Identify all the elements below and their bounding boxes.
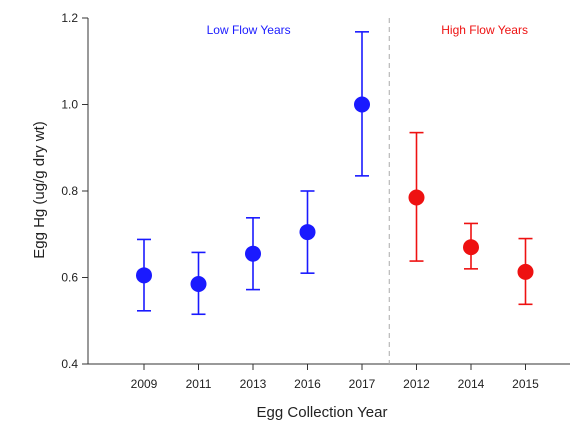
y-tick-label: 0.6 bbox=[61, 271, 78, 285]
group-label-high-flow: High Flow Years bbox=[441, 23, 528, 37]
y-tick-label: 1.0 bbox=[61, 98, 78, 112]
data-point-2014 bbox=[463, 239, 479, 256]
data-layer: Low Flow Years High Flow Years bbox=[136, 23, 534, 316]
data-point-2011 bbox=[190, 275, 207, 292]
data-point-2012 bbox=[408, 189, 425, 206]
data-point-2016 bbox=[299, 224, 316, 241]
y-tick-label: 0.4 bbox=[61, 357, 78, 371]
x-tick-label: 2009 bbox=[131, 377, 158, 391]
x-tick-label: 2014 bbox=[458, 377, 485, 391]
data-point-2013 bbox=[245, 245, 261, 262]
data-point-2017 bbox=[354, 96, 370, 113]
x-axis-title: Egg Collection Year bbox=[257, 404, 388, 421]
y-tick-label: 0.8 bbox=[61, 184, 78, 198]
y-axis-title: Egg Hg (ug/g dry wt) bbox=[31, 121, 48, 259]
x-tick-label: 2016 bbox=[294, 377, 321, 391]
x-tick-label: 2011 bbox=[186, 377, 212, 391]
x-tick-label: 2015 bbox=[512, 377, 539, 391]
x-tick-label: 2013 bbox=[240, 377, 267, 391]
axes-layer: 0.4 0.6 0.8 1.0 1.2 2009 2011 2013 2016 2017 2012 2… bbox=[61, 11, 570, 391]
y-tick-label: 1.2 bbox=[61, 11, 78, 25]
x-tick-label: 2012 bbox=[403, 377, 430, 391]
data-point-2009 bbox=[136, 267, 152, 284]
x-tick-label: 2017 bbox=[349, 377, 376, 391]
group-label-low-flow: Low Flow Years bbox=[207, 23, 291, 37]
data-point-2015 bbox=[517, 263, 534, 280]
